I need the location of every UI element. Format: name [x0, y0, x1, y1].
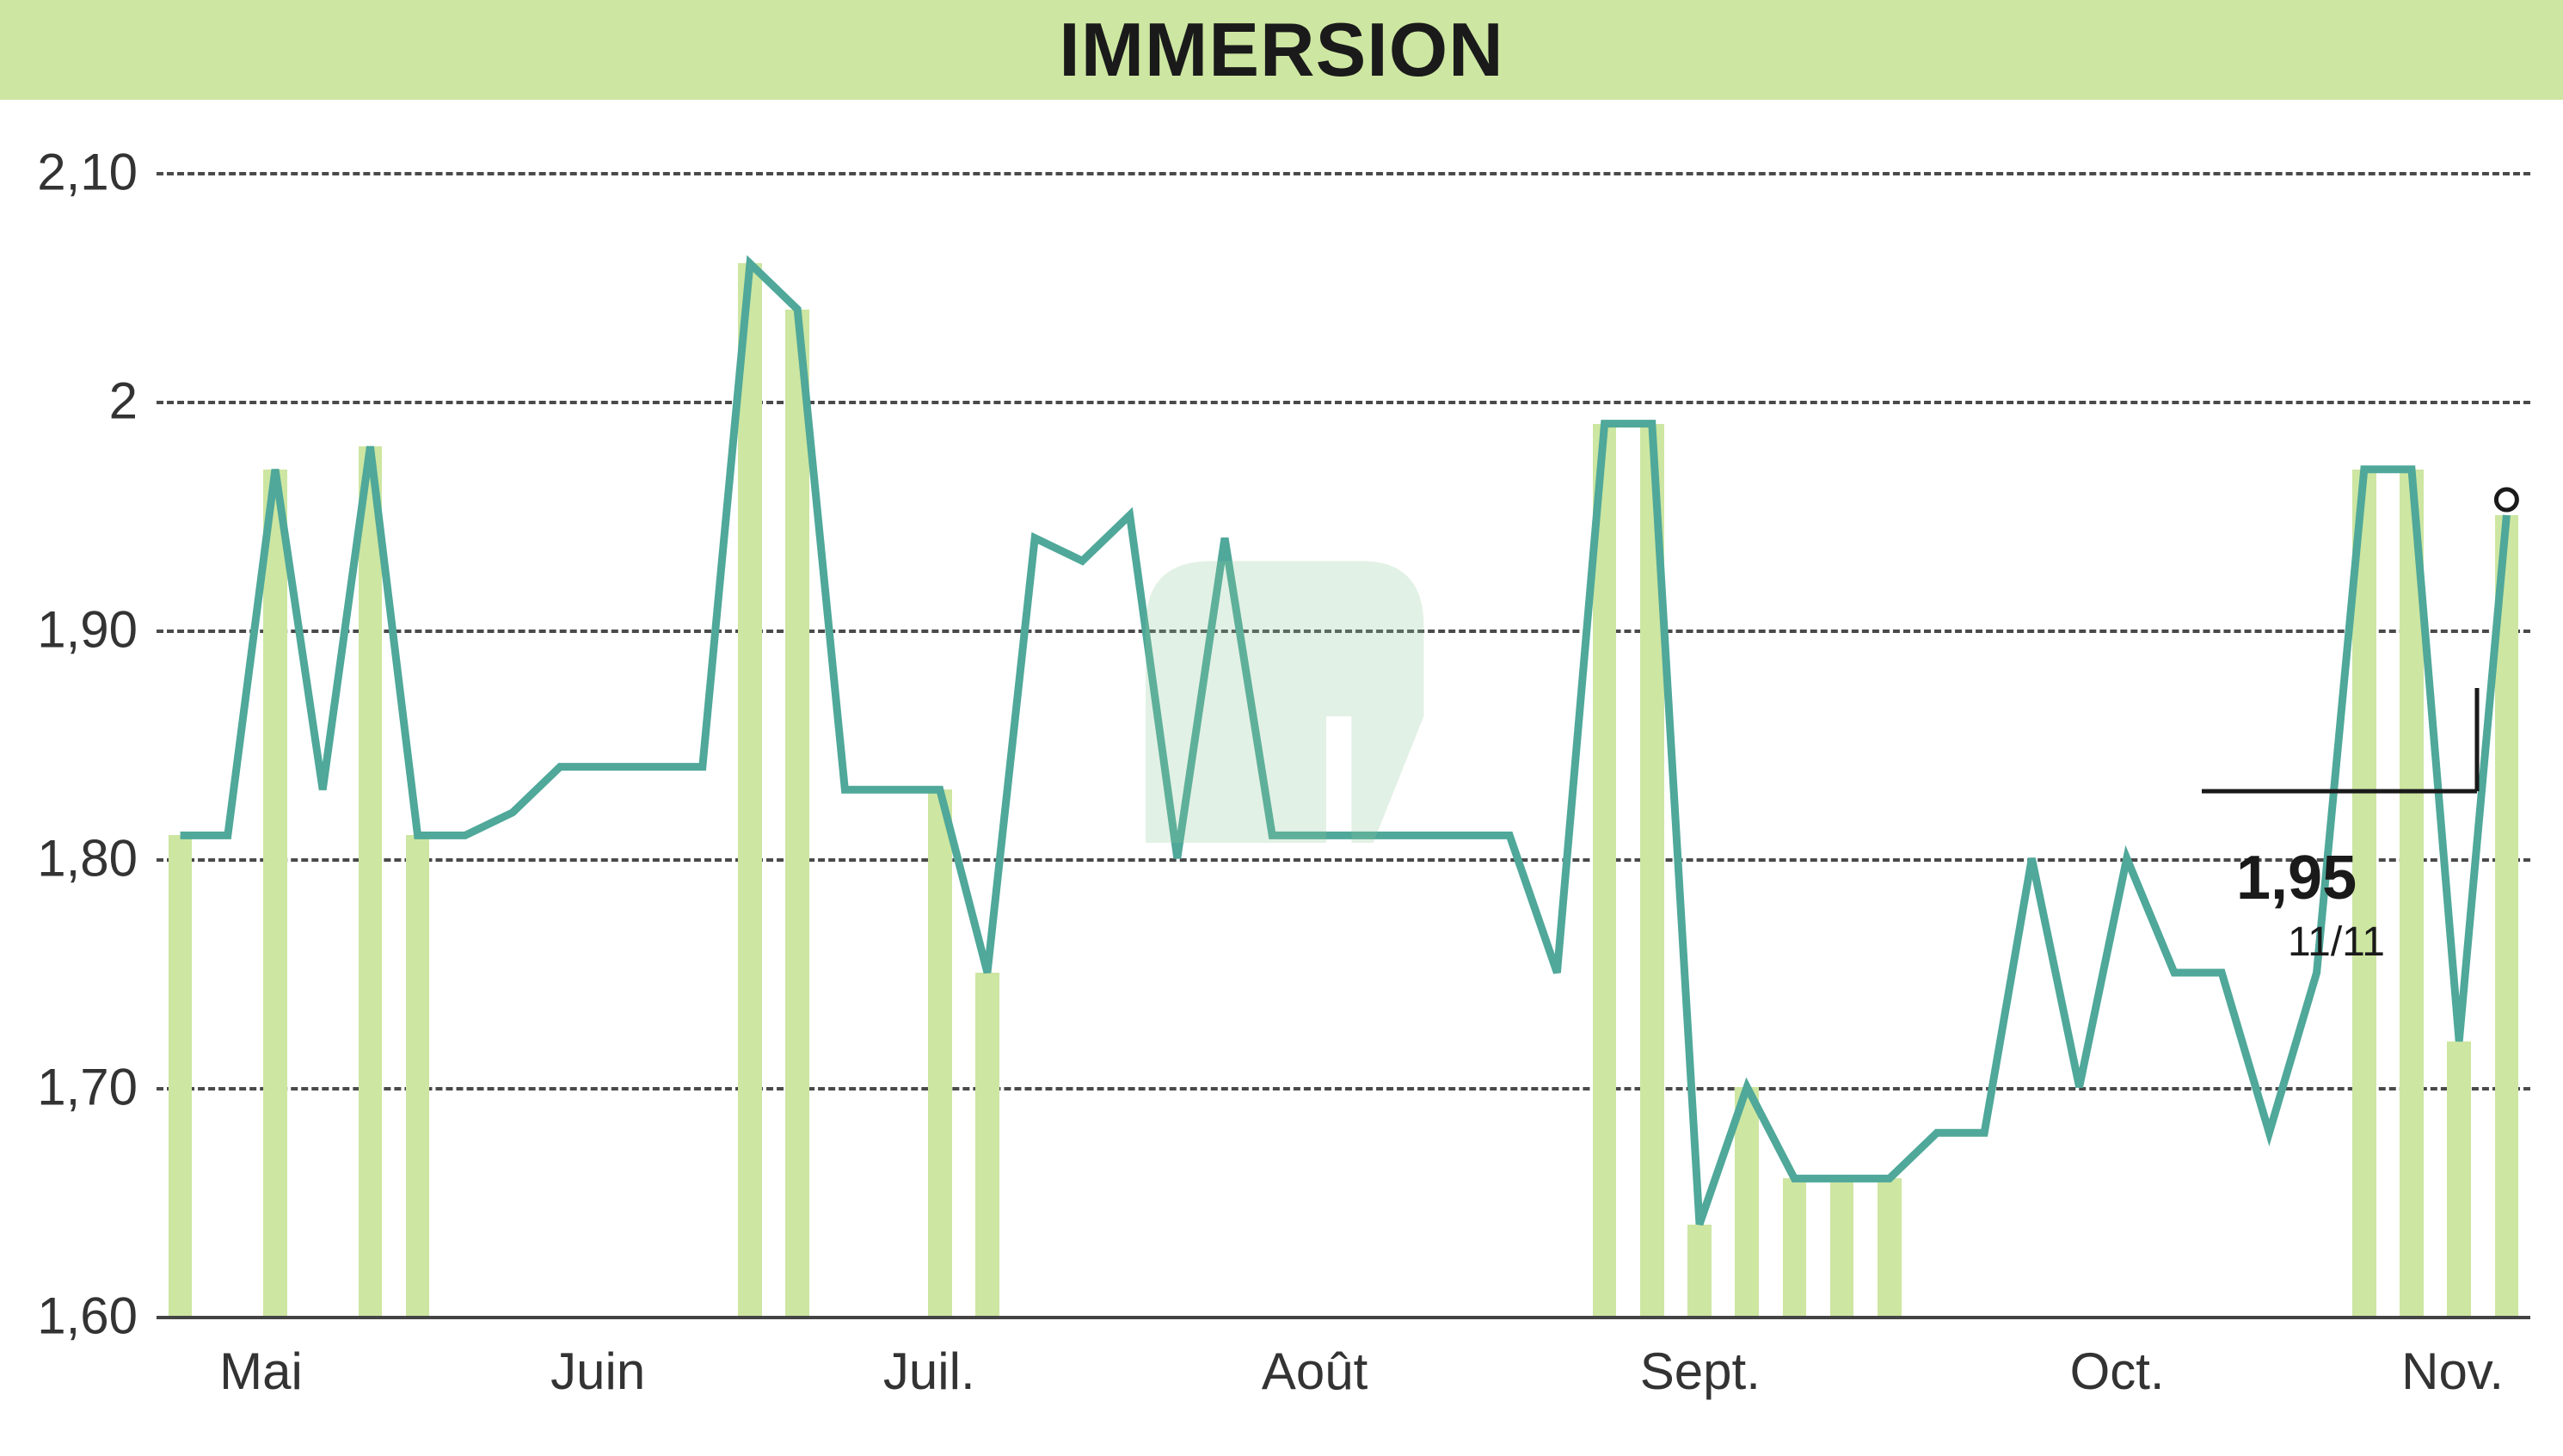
- y-tick-label: 1,70: [0, 1058, 138, 1117]
- y-tick-label: 1,60: [0, 1287, 138, 1346]
- last-point-marker-icon: [2496, 489, 2517, 510]
- y-tick-label: 2: [0, 372, 138, 431]
- x-tick-label: Oct.: [2070, 1342, 2165, 1401]
- x-tick-label: Août: [1262, 1342, 1368, 1401]
- y-tick-label: 2,10: [0, 143, 138, 202]
- y-tick-label: 1,80: [0, 829, 138, 888]
- x-tick-label: Juil.: [883, 1342, 975, 1401]
- chart-title: IMMERSION: [1059, 7, 1503, 92]
- watermark-logo-icon: [1091, 518, 1453, 879]
- y-tick-label: 1,90: [0, 600, 138, 660]
- chart-container: IMMERSION 1,95 11/11 1,60 1,70 1,80 1,90 2 2,…: [0, 0, 2563, 1456]
- last-date-label: 11/11: [2288, 918, 2385, 966]
- title-bar: IMMERSION: [0, 0, 2563, 100]
- x-axis-baseline: [157, 1316, 2530, 1319]
- x-tick-label: Juin: [550, 1342, 645, 1401]
- x-tick-label: Sept.: [1640, 1342, 1761, 1401]
- x-tick-label: Mai: [219, 1342, 303, 1401]
- last-price-label: 1,95: [2236, 843, 2357, 913]
- x-tick-label: Nov.: [2401, 1342, 2504, 1401]
